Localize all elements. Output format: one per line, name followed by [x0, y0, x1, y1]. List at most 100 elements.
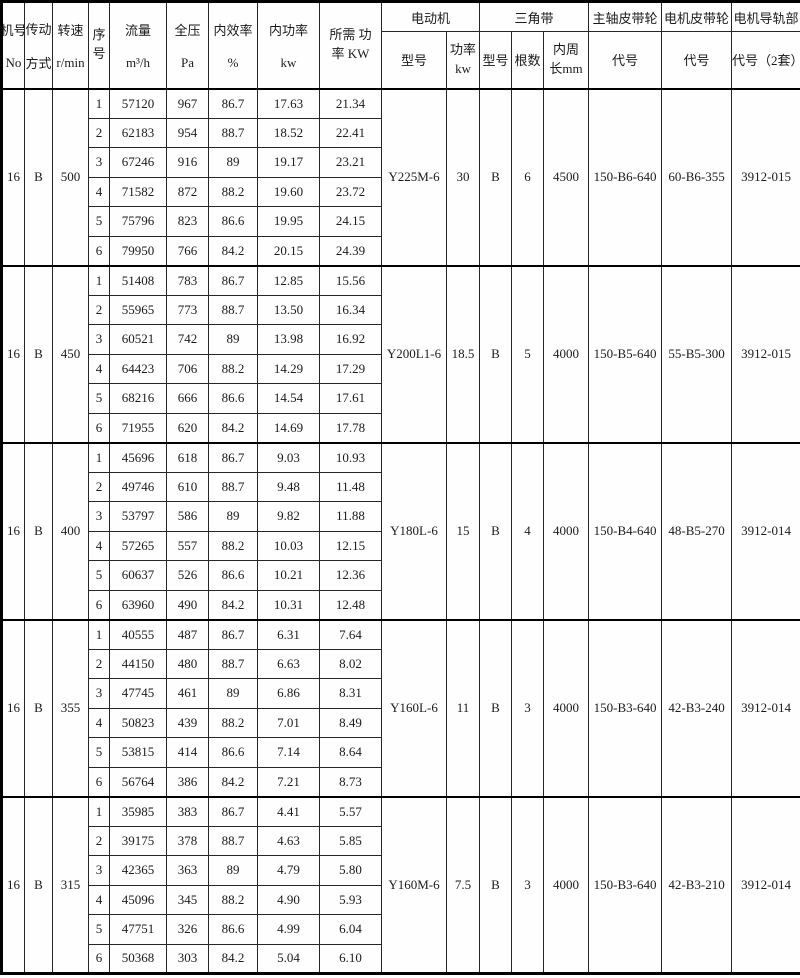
- header-row-top: 机号 No 传动 方式 转速 r/min: [1, 1, 800, 89]
- internal-power-cell: 4.79: [257, 855, 320, 886]
- efficiency-cell: 88.2: [208, 530, 258, 561]
- efficiency-cell: 86.6: [208, 383, 258, 414]
- internal-power-cell: 7.21: [257, 766, 320, 797]
- serial-cell: 5: [88, 737, 110, 768]
- serial-cell: 4: [88, 353, 110, 384]
- pressure-cell: 742: [166, 324, 209, 355]
- efficiency-cell: 88.7: [208, 471, 258, 502]
- table-row: 3 67246 916 89 19.17 23.21: [2, 147, 800, 178]
- speed-cell: 355: [52, 618, 89, 797]
- table-body: 16 B 500 1 57120 967 86.7 17.63 21.34 Y225M-6 30 B 6…: [1, 87, 800, 974]
- efficiency-cell: 84.2: [208, 589, 258, 620]
- flow-cell: 51408: [109, 264, 167, 296]
- belt-length-cell: 4000: [543, 264, 590, 443]
- efficiency-cell: 89: [208, 324, 258, 355]
- serial-cell: 2: [88, 648, 110, 679]
- header-belt-length-line1: 内周: [553, 41, 580, 57]
- rail-code-cell: 3912-014: [731, 441, 800, 620]
- flow-cell: 71582: [109, 176, 167, 207]
- serial-cell: 6: [88, 235, 110, 266]
- serial-cell: 5: [88, 206, 110, 237]
- efficiency-cell: 88.2: [208, 353, 258, 384]
- internal-power-cell: 19.95: [257, 206, 320, 237]
- required-power-cell: 21.34: [319, 87, 382, 119]
- belt-count-cell: 6: [511, 87, 545, 266]
- efficiency-cell: 88.2: [208, 884, 258, 915]
- internal-power-cell: 14.69: [257, 412, 320, 443]
- machine-no-cell: 16: [1, 441, 25, 620]
- motor-model-cell: Y160L-6: [381, 618, 447, 797]
- required-power-cell: 6.10: [319, 943, 382, 974]
- serial-cell: 4: [88, 707, 110, 738]
- internal-power-cell: 7.14: [257, 737, 320, 768]
- pressure-cell: 378: [166, 825, 209, 856]
- motor-power-cell: 15: [445, 441, 481, 620]
- efficiency-cell: 86.7: [208, 618, 258, 650]
- table-row: 5 75796 823 86.6 19.95 24.15: [2, 206, 800, 237]
- required-power-cell: 8.02: [319, 648, 382, 679]
- table-row: 4 71582 872 88.2 19.60 23.72: [2, 176, 800, 207]
- header-serial-line1: 序: [92, 27, 106, 43]
- efficiency-cell: 84.2: [208, 235, 258, 266]
- flow-cell: 44150: [109, 648, 167, 679]
- efficiency-cell: 86.6: [208, 737, 258, 768]
- serial-cell: 2: [88, 825, 110, 856]
- efficiency-cell: 88.7: [208, 294, 258, 325]
- header-drive-mode-line2: 方式: [25, 55, 52, 71]
- header-pressure-cn: 全压: [174, 22, 201, 38]
- serial-cell: 2: [88, 294, 110, 325]
- efficiency-cell: 86.7: [208, 795, 258, 827]
- required-power-cell: 23.21: [319, 147, 382, 178]
- belt-length-cell: 4000: [543, 795, 590, 974]
- header-machine-no-cn: 机号: [1, 22, 24, 38]
- pressure-cell: 487: [166, 618, 209, 650]
- serial-cell: 1: [88, 618, 110, 650]
- table-row: 2 39175 378 88.7 4.63 5.85: [2, 825, 800, 856]
- serial-cell: 1: [88, 441, 110, 473]
- internal-power-cell: 10.31: [257, 589, 320, 620]
- header-efficiency: 内效率 %: [208, 1, 258, 89]
- internal-power-cell: 5.04: [257, 943, 320, 974]
- pressure-cell: 414: [166, 737, 209, 768]
- pressure-cell: 916: [166, 147, 209, 178]
- header-speed-unit: r/min: [56, 54, 85, 70]
- header-internal-power: 内功率 kw: [257, 1, 320, 89]
- efficiency-cell: 88.2: [208, 707, 258, 738]
- pressure-cell: 303: [166, 943, 209, 974]
- required-power-cell: 16.92: [319, 324, 382, 355]
- belt-model-cell: B: [479, 87, 513, 266]
- internal-power-cell: 4.41: [257, 795, 320, 827]
- motor-pulley-code-cell: 42-B3-210: [661, 795, 733, 974]
- pressure-cell: 461: [166, 678, 209, 709]
- main-pulley-code-cell: 150-B3-640: [588, 795, 663, 974]
- internal-power-cell: 13.50: [257, 294, 320, 325]
- serial-cell: 2: [88, 117, 110, 148]
- internal-power-cell: 12.85: [257, 264, 320, 296]
- internal-power-cell: 14.29: [257, 353, 320, 384]
- pressure-cell: 383: [166, 795, 209, 827]
- required-power-cell: 24.15: [319, 206, 382, 237]
- serial-cell: 1: [88, 87, 110, 119]
- header-motor-power-line1: 功率: [450, 41, 477, 57]
- rail-code-cell: 3912-014: [731, 795, 800, 974]
- drive-mode-cell: B: [24, 87, 53, 266]
- pressure-cell: 618: [166, 441, 209, 473]
- required-power-cell: 22.41: [319, 117, 382, 148]
- required-power-cell: 16.34: [319, 294, 382, 325]
- drive-mode-cell: B: [24, 441, 53, 620]
- motor-power-cell: 30: [445, 87, 481, 266]
- required-power-cell: 15.56: [319, 264, 382, 296]
- motor-pulley-code-cell: 60-B6-355: [661, 87, 733, 266]
- table-row: 16 B 450 1 51408 783 86.7 12.85 15.56 Y200L1-6 18.…: [1, 264, 800, 443]
- table-row: 5 47751 326 86.6 4.99 6.04: [2, 914, 800, 945]
- header-main-pulley-group: 主轴皮带轮: [588, 1, 663, 32]
- flow-cell: 57120: [109, 87, 167, 119]
- flow-cell: 45696: [109, 441, 167, 473]
- serial-cell: 6: [88, 412, 110, 443]
- flow-cell: 55965: [109, 294, 167, 325]
- serial-cell: 6: [88, 589, 110, 620]
- main-pulley-code-cell: 150-B4-640: [588, 441, 663, 620]
- required-power-cell: 17.78: [319, 412, 382, 443]
- header-drive-mode: 传动 方式: [24, 1, 53, 89]
- machine-no-cell: 16: [1, 87, 25, 266]
